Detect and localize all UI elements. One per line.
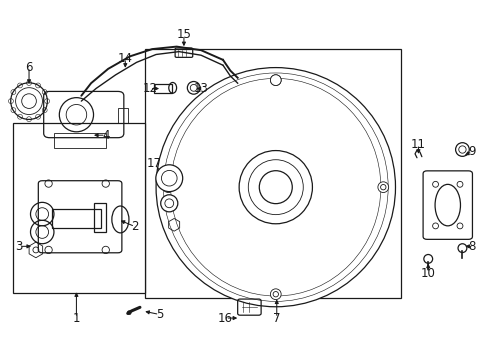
Text: 10: 10 (421, 267, 436, 280)
Bar (145, 49, 401, 298)
Text: 2: 2 (131, 220, 139, 233)
Bar (54, 133, 106, 148)
Ellipse shape (239, 150, 313, 224)
Text: 16: 16 (218, 311, 233, 325)
Ellipse shape (270, 75, 281, 86)
Bar (154, 84, 171, 93)
Ellipse shape (270, 75, 281, 86)
Ellipse shape (161, 195, 178, 212)
Text: 13: 13 (194, 82, 208, 95)
Text: 3: 3 (16, 240, 23, 253)
Text: 6: 6 (25, 60, 33, 73)
Ellipse shape (378, 182, 389, 193)
Ellipse shape (163, 182, 173, 193)
Ellipse shape (156, 68, 395, 307)
Text: 1: 1 (73, 311, 80, 325)
Text: 9: 9 (468, 145, 476, 158)
Ellipse shape (156, 165, 183, 192)
Bar (52, 209, 101, 228)
Bar (94, 203, 106, 232)
Text: 17: 17 (147, 157, 162, 170)
Text: 4: 4 (102, 129, 109, 142)
Text: 5: 5 (156, 308, 163, 321)
Ellipse shape (259, 171, 292, 204)
Text: 12: 12 (142, 82, 157, 95)
Ellipse shape (270, 289, 281, 300)
Bar (13, 123, 145, 293)
Text: 8: 8 (468, 240, 476, 253)
Text: 11: 11 (411, 138, 426, 150)
Ellipse shape (127, 311, 131, 315)
Text: 14: 14 (118, 51, 133, 64)
Text: 15: 15 (176, 28, 192, 41)
Bar (118, 108, 128, 123)
Text: 7: 7 (273, 311, 280, 325)
